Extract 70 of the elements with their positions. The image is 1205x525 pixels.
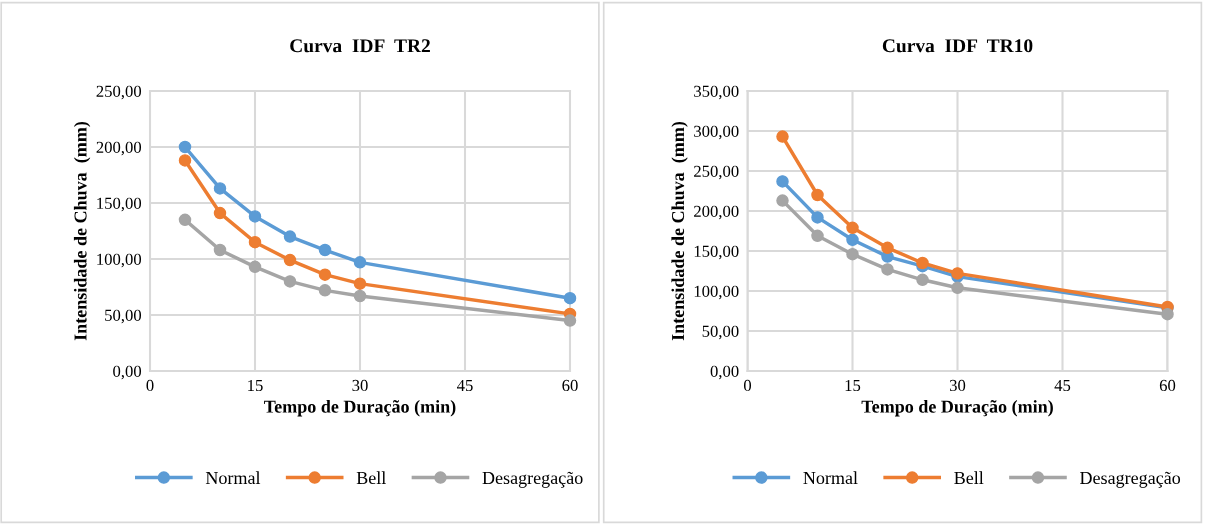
point: [916, 273, 929, 287]
x-tick-label: 0: [743, 379, 752, 392]
legend-label: Bell: [954, 471, 984, 485]
point: [178, 213, 192, 227]
point: [353, 289, 367, 303]
x-tick-label: 30: [949, 379, 966, 392]
point: [213, 243, 227, 257]
y-tick-label: 200,00: [694, 205, 739, 220]
y-tick-label: 50,00: [105, 309, 142, 324]
legend-label: Desagregação: [482, 471, 583, 488]
y-tick-label: 0,00: [113, 365, 142, 380]
point: [776, 130, 789, 143]
point: [881, 241, 894, 255]
point: [846, 221, 859, 235]
point: [318, 268, 332, 281]
point: [178, 154, 192, 167]
y-tick-label: 200,00: [96, 141, 142, 156]
y-axis-title: Intensidade de Chuva (mm): [73, 121, 91, 341]
x-axis-title: Tempo de Duração (min): [264, 400, 456, 417]
point: [283, 230, 297, 243]
x-tick-label: 30: [352, 379, 368, 392]
point: [213, 182, 227, 195]
point: [248, 210, 262, 223]
chart-title: Curva IDF TR10: [882, 39, 1033, 53]
y-tick-label: 250,00: [694, 165, 739, 180]
point: [178, 140, 192, 154]
point: [248, 260, 262, 274]
x-tick-label: 45: [1054, 379, 1071, 392]
point: [811, 188, 824, 202]
point: [881, 263, 894, 276]
y-axis-title: Intensidade de Chuva (mm): [671, 121, 688, 341]
point: [283, 275, 297, 288]
y-tick-label: 100,00: [97, 253, 142, 268]
y-tick-label: 300,00: [694, 125, 739, 140]
x-tick-label: 0: [146, 379, 154, 392]
point: [318, 243, 332, 257]
y-tick-label: 150,00: [97, 197, 142, 212]
point: [1161, 307, 1174, 321]
x-tick-label: 45: [456, 379, 473, 392]
point: [353, 277, 367, 290]
y-tick-label: 100,00: [694, 285, 739, 300]
point: [776, 175, 789, 188]
x-tick-label: 15: [845, 379, 861, 392]
point: [248, 235, 262, 249]
chart-title: Curva IDF TR2: [290, 39, 430, 53]
point: [776, 194, 789, 207]
y-tick-label: 250,00: [96, 85, 142, 100]
point: [563, 314, 577, 327]
y-tick-label: 0,00: [710, 365, 739, 380]
x-tick-label: 60: [562, 379, 578, 392]
point: [318, 284, 332, 297]
y-tick-label: 50,00: [702, 325, 739, 340]
point: [846, 233, 859, 247]
point: [213, 206, 227, 220]
point: [811, 211, 824, 224]
point: [811, 229, 824, 243]
x-tick-label: 60: [1159, 379, 1176, 392]
y-tick-label: 350,00: [694, 85, 739, 100]
point: [846, 247, 859, 261]
legend-label: Normal: [803, 471, 858, 485]
x-tick-label: 15: [248, 379, 263, 392]
legend-label: Desagregação: [1080, 471, 1181, 488]
point: [353, 256, 367, 269]
point: [283, 253, 297, 267]
legend-label: Normal: [205, 471, 261, 485]
y-tick-label: 150,00: [694, 245, 739, 260]
point: [951, 281, 964, 295]
point: [563, 291, 577, 305]
x-axis-title: Tempo de Duração (min): [861, 400, 1053, 417]
legend-label: Bell: [356, 471, 386, 485]
